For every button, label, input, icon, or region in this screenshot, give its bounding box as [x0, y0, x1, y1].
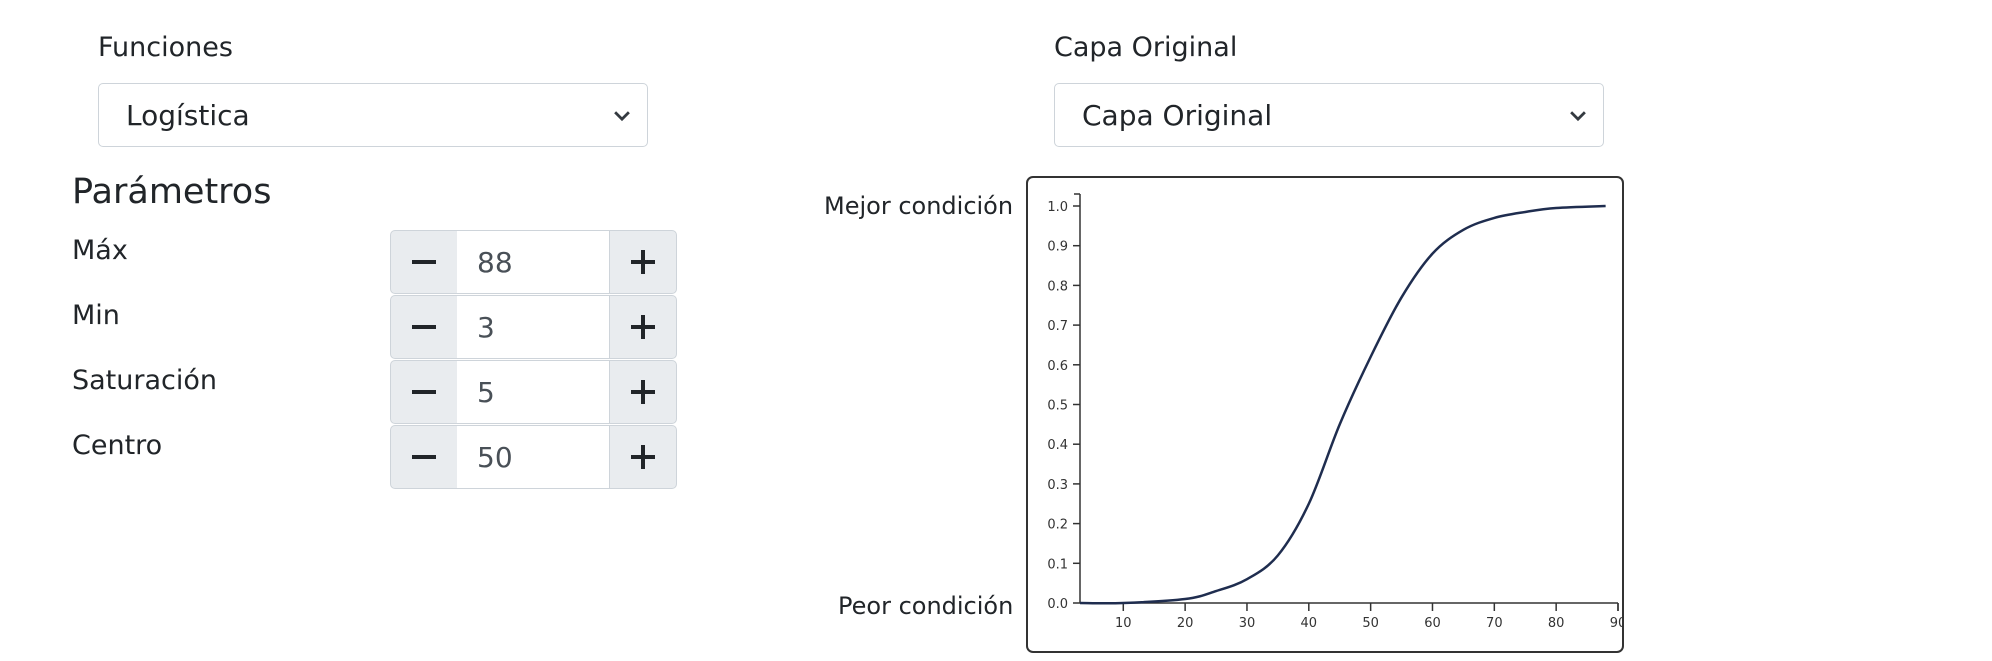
- logistic-chart: 0.0 0.1 0.2 0.3 0.4 0.5 0.6 0.7 0.8 0.9 1.0 10 20 30 4…: [1047, 193, 1622, 631]
- functions-selected-value: Logística: [126, 98, 250, 132]
- x-tick-label: 20: [1177, 616, 1194, 631]
- layer-label: Capa Original: [1054, 32, 1238, 63]
- x-tick-label: 40: [1301, 616, 1318, 631]
- saturation-value[interactable]: 5: [457, 360, 611, 424]
- plus-icon: [631, 380, 655, 404]
- plus-icon: [631, 445, 655, 469]
- y-tick-label: 0.7: [1047, 319, 1068, 334]
- x-tick-label: 70: [1486, 616, 1503, 631]
- x-tick-label: 50: [1362, 616, 1379, 631]
- plus-icon: [631, 250, 655, 274]
- y-tick-label: 0.5: [1047, 399, 1068, 414]
- min-decrement-button[interactable]: [390, 295, 458, 359]
- layer-selected-value: Capa Original: [1082, 98, 1273, 132]
- center-value[interactable]: 50: [457, 425, 611, 489]
- center-stepper[interactable]: 50: [390, 425, 677, 489]
- functions-select[interactable]: Logística: [98, 83, 648, 147]
- x-tick-label: 10: [1115, 616, 1132, 631]
- min-increment-button[interactable]: [609, 295, 677, 359]
- params-title: Parámetros: [72, 172, 272, 212]
- series-line: [1079, 204, 1606, 605]
- y-tick-label: 1.0: [1047, 200, 1068, 215]
- y-tick-label: 0.9: [1047, 240, 1068, 255]
- y-tick-label: 0.3: [1047, 478, 1068, 493]
- functions-label: Funciones: [98, 32, 233, 63]
- param-label-saturation: Saturación: [72, 365, 218, 396]
- saturation-stepper[interactable]: 5: [390, 360, 677, 424]
- saturation-decrement-button[interactable]: [390, 360, 458, 424]
- saturation-increment-button[interactable]: [609, 360, 677, 424]
- y-tick-label: 0.2: [1047, 518, 1068, 533]
- max-increment-button[interactable]: [609, 230, 677, 294]
- y-tick-label: 0.8: [1047, 279, 1068, 294]
- x-tick-label: 80: [1548, 616, 1565, 631]
- y-tick-label: 0.0: [1047, 597, 1068, 612]
- minus-icon: [412, 325, 436, 329]
- min-stepper[interactable]: 3: [390, 295, 677, 359]
- minus-icon: [412, 260, 436, 264]
- layer-select[interactable]: Capa Original: [1054, 83, 1604, 147]
- x-tick-label: 90: [1610, 616, 1622, 631]
- chevron-down-icon: [1570, 111, 1586, 122]
- param-label-max: Máx: [72, 235, 128, 266]
- best-condition-label: Mejor condición: [824, 192, 1014, 220]
- x-tick-label: 60: [1424, 616, 1441, 631]
- worst-condition-label: Peor condición: [838, 592, 1014, 620]
- max-stepper[interactable]: 88: [390, 230, 677, 294]
- param-label-min: Min: [72, 300, 120, 331]
- y-tick-label: 0.6: [1047, 359, 1068, 374]
- max-value[interactable]: 88: [457, 230, 611, 294]
- param-label-center: Centro: [72, 430, 163, 461]
- x-tick-label: 30: [1239, 616, 1256, 631]
- center-decrement-button[interactable]: [390, 425, 458, 489]
- minus-icon: [412, 455, 436, 459]
- max-decrement-button[interactable]: [390, 230, 458, 294]
- y-tick-label: 0.4: [1047, 438, 1068, 453]
- chart-container: 0.0 0.1 0.2 0.3 0.4 0.5 0.6 0.7 0.8 0.9 1.0 10 20 30 4…: [1026, 176, 1624, 653]
- minus-icon: [412, 390, 436, 394]
- plus-icon: [631, 315, 655, 339]
- center-increment-button[interactable]: [609, 425, 677, 489]
- y-tick-label: 0.1: [1047, 557, 1068, 572]
- min-value[interactable]: 3: [457, 295, 611, 359]
- chevron-down-icon: [614, 111, 630, 122]
